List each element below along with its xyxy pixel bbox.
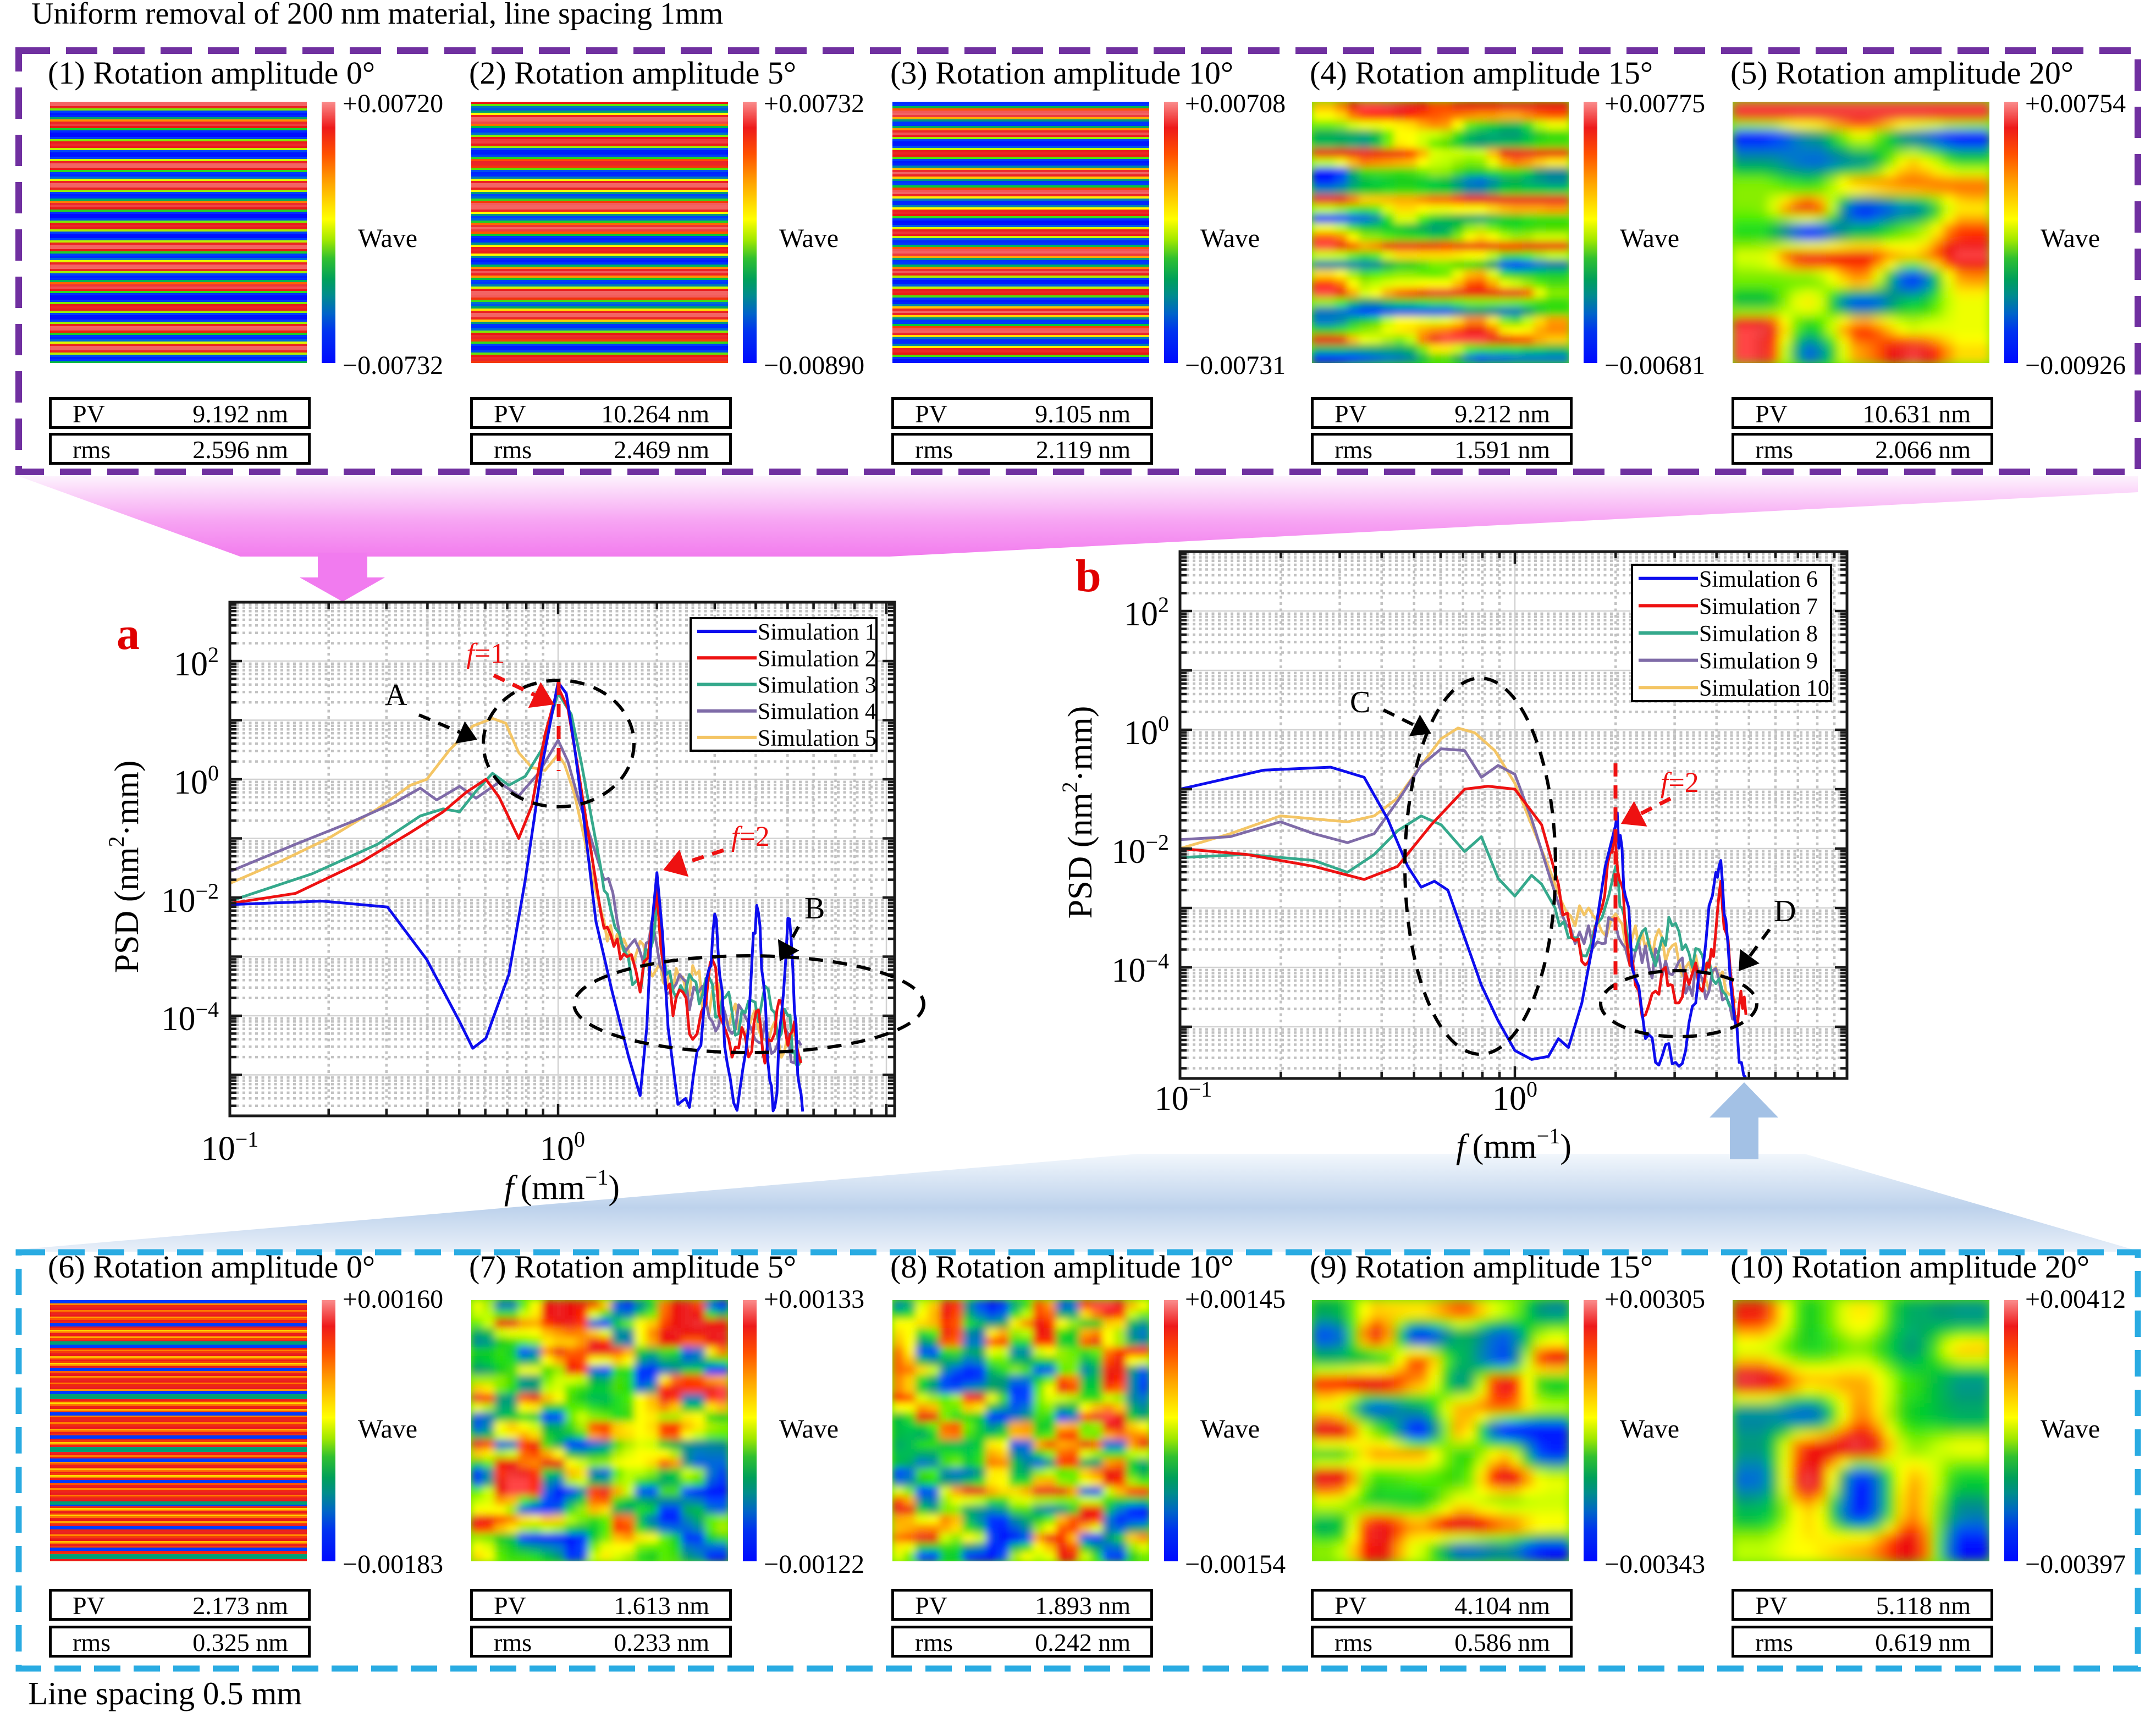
- svg-text:B: B: [804, 891, 825, 926]
- svg-text:10−4: 10−4: [1111, 949, 1169, 989]
- svg-text:102: 102: [1124, 592, 1169, 633]
- svg-text:10−2: 10−2: [1111, 830, 1169, 871]
- svg-text:Simulation 10: Simulation 10: [1699, 676, 1829, 701]
- svg-text:Simulation 8: Simulation 8: [1699, 621, 1818, 647]
- svg-text:f=2: f=2: [731, 821, 770, 852]
- svg-text:Simulation 6: Simulation 6: [1699, 567, 1818, 592]
- svg-text:f=2: f=2: [1661, 767, 1699, 799]
- svg-text:100: 100: [1492, 1077, 1537, 1118]
- svg-text:100: 100: [1124, 711, 1169, 752]
- svg-text:PSD (nm2·mm): PSD (nm2·mm): [1057, 706, 1099, 919]
- svg-text:10−1: 10−1: [201, 1127, 259, 1168]
- svg-text:Simulation 1: Simulation 1: [758, 620, 876, 645]
- svg-text:b: b: [1076, 551, 1101, 602]
- svg-text:Simulation 2: Simulation 2: [758, 646, 876, 671]
- svg-text:C: C: [1350, 685, 1370, 719]
- svg-text:Simulation 4: Simulation 4: [758, 700, 876, 725]
- svg-text:100: 100: [174, 761, 219, 801]
- svg-text:10−4: 10−4: [161, 997, 219, 1038]
- svg-text:Simulation 9: Simulation 9: [1699, 649, 1818, 674]
- svg-text:f (mm−1): f (mm−1): [504, 1165, 620, 1207]
- svg-text:f=1: f=1: [461, 638, 505, 669]
- svg-text:102: 102: [174, 642, 219, 683]
- svg-text:10−2: 10−2: [161, 879, 219, 920]
- svg-text:f (mm−1): f (mm−1): [1456, 1124, 1571, 1165]
- svg-text:10−1: 10−1: [1155, 1077, 1212, 1118]
- svg-text:Simulation 3: Simulation 3: [758, 673, 876, 698]
- svg-text:PSD (nm2·mm): PSD (nm2·mm): [104, 761, 146, 973]
- svg-text:A: A: [385, 678, 407, 712]
- svg-text:Simulation 5: Simulation 5: [758, 726, 876, 751]
- svg-text:D: D: [1774, 894, 1796, 928]
- svg-text:Simulation 7: Simulation 7: [1699, 594, 1818, 619]
- svg-text:100: 100: [540, 1127, 585, 1168]
- svg-text:a: a: [117, 608, 140, 659]
